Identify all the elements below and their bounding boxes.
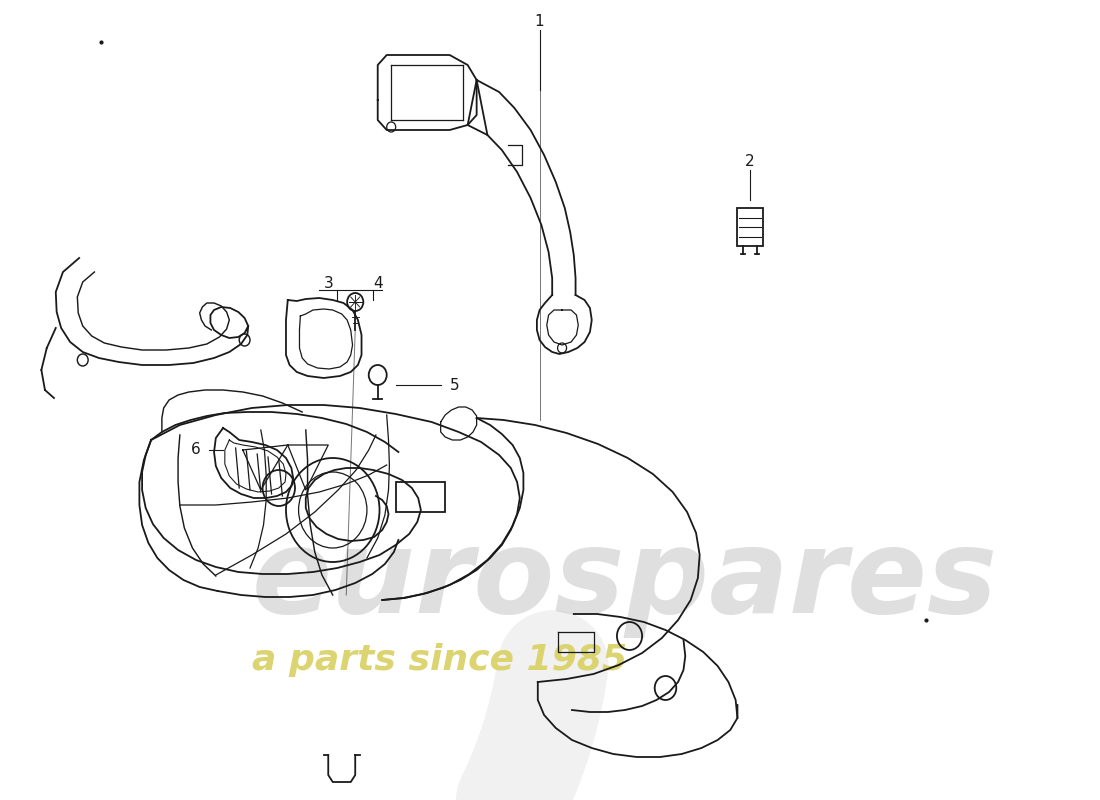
Text: 2: 2 [745, 154, 755, 170]
Text: 5: 5 [450, 378, 460, 393]
Text: a parts since 1985: a parts since 1985 [252, 643, 627, 677]
Text: 4: 4 [373, 275, 383, 290]
Text: 1: 1 [535, 14, 544, 30]
Text: 3: 3 [323, 275, 333, 290]
Text: eurospares: eurospares [252, 522, 998, 638]
Text: 6: 6 [191, 442, 201, 458]
